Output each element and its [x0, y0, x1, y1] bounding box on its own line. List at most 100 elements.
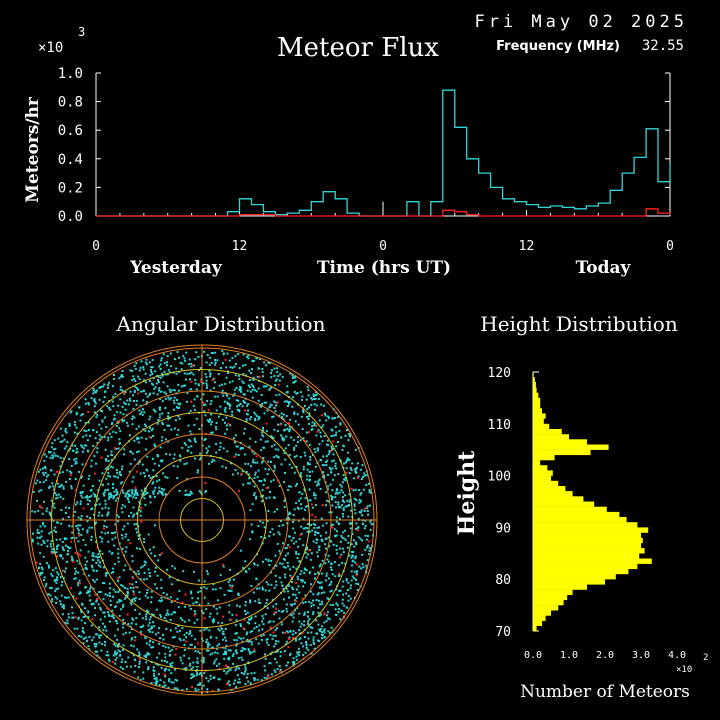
- meteor-point-red: [78, 534, 81, 537]
- meteor-point: [203, 404, 206, 407]
- meteor-point: [288, 485, 291, 488]
- meteor-point: [317, 581, 320, 583]
- meteor-point: [362, 475, 364, 478]
- meteor-point: [169, 629, 172, 632]
- meteor-point: [194, 457, 196, 460]
- meteor-point: [149, 415, 152, 418]
- meteor-point: [317, 429, 320, 432]
- meteor-point: [79, 524, 82, 527]
- meteor-point: [363, 474, 366, 477]
- meteor-point: [103, 525, 106, 527]
- meteor-point: [149, 639, 152, 642]
- meteor-point: [343, 501, 346, 504]
- meteor-point: [166, 568, 169, 571]
- meteor-point: [277, 375, 280, 377]
- meteor-point: [90, 535, 93, 538]
- meteor-point: [246, 631, 249, 634]
- meteor-point: [299, 455, 302, 458]
- meteor-point: [130, 622, 133, 625]
- meteor-point: [124, 550, 127, 553]
- meteor-point: [98, 479, 101, 482]
- meteor-point: [169, 619, 172, 621]
- meteor-point: [228, 604, 231, 607]
- meteor-point: [220, 367, 222, 369]
- meteor-point-red: [277, 480, 280, 483]
- meteor-point: [319, 563, 322, 566]
- meteor-point: [131, 583, 134, 586]
- meteor-point: [261, 371, 264, 374]
- meteor-point: [138, 534, 141, 536]
- meteor-point: [244, 683, 247, 685]
- meteor-point: [74, 423, 76, 426]
- meteor-point: [108, 592, 111, 595]
- meteor-point: [122, 603, 125, 606]
- meteor-point: [167, 418, 170, 421]
- meteor-point: [31, 538, 34, 541]
- meteor-point: [339, 422, 342, 425]
- frequency-label: Frequency (MHz): [496, 39, 620, 54]
- meteor-point: [134, 599, 137, 602]
- meteor-point: [254, 615, 257, 618]
- meteor-point: [86, 439, 89, 442]
- meteor-point: [84, 421, 87, 424]
- meteor-point: [264, 536, 267, 539]
- meteor-point: [155, 677, 158, 680]
- meteor-point: [140, 411, 143, 414]
- meteor-point: [335, 506, 338, 509]
- meteor-point: [250, 584, 253, 587]
- meteor-point: [121, 511, 124, 514]
- meteor-point: [262, 483, 265, 486]
- meteor-point: [107, 531, 109, 534]
- meteor-point: [288, 596, 290, 599]
- meteor-point: [107, 460, 110, 462]
- meteor-point: [333, 474, 336, 477]
- meteor-point: [190, 673, 193, 676]
- meteor-point: [179, 361, 182, 364]
- meteor-point: [133, 400, 135, 402]
- meteor-point: [152, 492, 155, 495]
- meteor-point: [66, 545, 69, 548]
- meteor-point: [131, 452, 134, 455]
- meteor-point: [71, 606, 73, 609]
- meteor-point: [260, 679, 263, 682]
- meteor-point: [181, 662, 184, 665]
- meteor-point: [304, 651, 307, 654]
- meteor-point: [304, 636, 306, 638]
- meteor-point: [332, 434, 335, 437]
- meteor-point: [245, 374, 248, 377]
- meteor-point-red: [139, 657, 141, 660]
- meteor-point: [164, 646, 167, 649]
- meteor-point-red: [190, 400, 193, 403]
- meteor-point: [325, 419, 328, 422]
- meteor-point: [299, 391, 302, 394]
- meteor-point: [257, 642, 260, 645]
- meteor-point: [141, 413, 144, 416]
- meteor-point-red: [277, 383, 280, 386]
- meteor-point: [199, 683, 201, 686]
- meteor-point: [364, 519, 367, 522]
- meteor-point: [292, 521, 294, 523]
- meteor-point-red: [113, 447, 116, 449]
- meteor-point: [322, 404, 325, 407]
- meteor-point: [341, 481, 344, 484]
- meteor-point: [135, 362, 138, 365]
- meteor-point: [119, 411, 122, 414]
- meteor-point: [221, 632, 224, 635]
- meteor-point: [282, 418, 285, 421]
- meteor-point: [129, 665, 132, 668]
- meteor-point: [317, 397, 320, 400]
- meteor-point: [368, 504, 371, 507]
- meteor-point: [104, 532, 107, 535]
- meteor-point: [101, 484, 104, 486]
- meteor-point: [169, 371, 171, 374]
- meteor-point: [339, 540, 342, 543]
- meteor-point: [360, 478, 363, 480]
- meteor-point: [218, 662, 221, 665]
- meteor-point: [198, 652, 201, 655]
- meteor-point: [343, 537, 346, 540]
- meteor-point: [296, 482, 299, 485]
- meteor-point: [268, 564, 271, 566]
- meteor-point: [138, 660, 141, 663]
- meteor-point: [250, 523, 253, 526]
- meteor-point: [210, 461, 213, 463]
